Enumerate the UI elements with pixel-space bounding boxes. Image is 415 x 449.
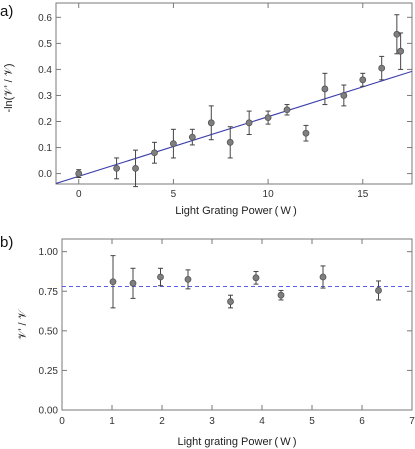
panel-b-data-point — [319, 265, 327, 289]
panel-a-data-point — [188, 128, 196, 146]
panel-a-data-point — [283, 104, 291, 116]
panel-a-data-point — [302, 124, 310, 142]
panel-a-data-point — [321, 72, 329, 106]
panel-a-data-point — [170, 128, 177, 159]
panel-a: a) Light Grating Power ( W ) -ln(𝒱’ / 𝒱)… — [0, 2, 413, 217]
panel-a-marker — [245, 119, 253, 127]
panel-b-x-tick-label: 0 — [59, 416, 65, 427]
panel-b-marker — [277, 291, 285, 299]
panel-a-marker — [188, 133, 196, 141]
panel-b-x-tick-label: 6 — [359, 416, 365, 427]
panel-b-marker — [184, 275, 192, 283]
panel-b-y-axis-label: 𝒱’ / 𝒱 — [17, 308, 29, 339]
panel-b-marker — [227, 298, 234, 305]
panel-b-x-axis-label: Light grating Power ( W ) — [177, 436, 296, 448]
panel-b-data-point — [277, 289, 285, 301]
panel-a-data-point — [340, 84, 348, 107]
panel-a-data-point — [226, 126, 234, 159]
panel-b-plot-frame — [61, 238, 413, 411]
panel-b-data-point — [109, 255, 117, 309]
panel-a-data-point — [151, 141, 158, 164]
panel-a-fit-line — [56, 70, 412, 184]
panel-b: b) Light grating Power ( W ) 𝒱’ / 𝒱 0 1 2 3… — [0, 234, 415, 448]
panel-b-marker — [375, 287, 382, 294]
panel-a-data-point — [245, 110, 253, 136]
panel-a-marker — [321, 85, 329, 93]
panel-a-data-point — [113, 157, 120, 180]
panel-b-y-tick-label: 0.50 — [39, 326, 59, 337]
panel-a-y-axis-label: -ln(𝒱’ / 𝒱) — [3, 63, 15, 112]
panel-a-y-tick-label: 0.0 — [38, 169, 52, 180]
panel-a-marker — [302, 129, 310, 137]
panel-b-y-tick-label: 0.25 — [39, 366, 59, 377]
panel-b-data-point — [252, 270, 260, 285]
panel-a-data-point — [393, 14, 401, 55]
panel-a-marker — [151, 149, 158, 157]
panel-b-y-tick-label: 0.00 — [39, 406, 59, 417]
panel-b-x-tick-label: 3 — [209, 416, 215, 427]
panel-b-x-tick-label: 7 — [409, 416, 415, 427]
panel-a-label: a) — [0, 3, 13, 20]
panel-a-data-point — [264, 110, 272, 125]
panel-b-marker — [157, 273, 164, 281]
panel-a-marker — [397, 47, 405, 55]
panel-a-data-point — [359, 72, 367, 87]
panel-a-y-tick-label: 0.6 — [38, 13, 52, 24]
panel-a-marker — [393, 30, 401, 38]
panel-a-y-tick-label: 0.4 — [38, 65, 52, 76]
panel-a-data-point — [207, 105, 215, 141]
panel-b-x-tick-label: 1 — [109, 416, 115, 427]
panel-a-marker — [226, 138, 234, 146]
panel-b-marker — [319, 273, 327, 281]
panel-b-label: b) — [0, 234, 13, 251]
panel-b-data-point — [227, 294, 234, 309]
panel-a-y-tick-label: 0.3 — [38, 91, 52, 102]
panel-a-marker — [207, 119, 215, 127]
panel-a-data-point — [75, 169, 83, 178]
panel-a-marker — [359, 76, 367, 84]
panel-b-data-point — [184, 269, 192, 290]
panel-b-x-tick-label: 4 — [259, 416, 265, 427]
panel-a-data-point — [397, 32, 405, 70]
panel-b-marker — [252, 274, 260, 282]
panel-a-marker — [113, 164, 120, 172]
panel-a-data-point — [132, 149, 139, 188]
panel-b-x-tick-label: 2 — [159, 416, 165, 427]
panel-a-marker — [75, 170, 83, 177]
panel-a-x-axis-label: Light Grating Power ( W ) — [175, 205, 297, 217]
panel-a-x-tick-label: 10 — [263, 189, 275, 200]
panel-a-y-tick-label: 0.5 — [38, 39, 52, 50]
panel-b-data-point — [375, 280, 382, 301]
panel-a-marker — [264, 114, 272, 121]
panel-b-data-point — [157, 267, 164, 287]
panel-a-marker — [340, 92, 348, 99]
panel-a-x-tick-label: 5 — [171, 189, 177, 200]
panel-a-marker — [170, 140, 177, 148]
panel-b-data-point — [129, 267, 137, 299]
panel-b-marker — [129, 279, 137, 287]
panel-a-y-tick-label: 0.2 — [38, 117, 52, 128]
panel-a-x-tick-label: 0 — [76, 189, 82, 200]
panel-a-data-point — [378, 55, 386, 81]
panel-b-y-tick-label: 1.00 — [39, 247, 59, 258]
panel-a-y-tick-label: 0.1 — [38, 143, 52, 154]
panel-a-marker — [378, 64, 386, 72]
panel-a-marker — [132, 164, 139, 172]
panel-b-y-tick-label: 0.75 — [39, 287, 59, 298]
panel-b-x-tick-label: 5 — [309, 416, 315, 427]
panel-a-plot-frame — [55, 2, 413, 185]
panel-a-marker — [283, 106, 291, 114]
panel-b-marker — [109, 278, 117, 286]
panel-a-x-tick-label: 15 — [357, 189, 369, 200]
